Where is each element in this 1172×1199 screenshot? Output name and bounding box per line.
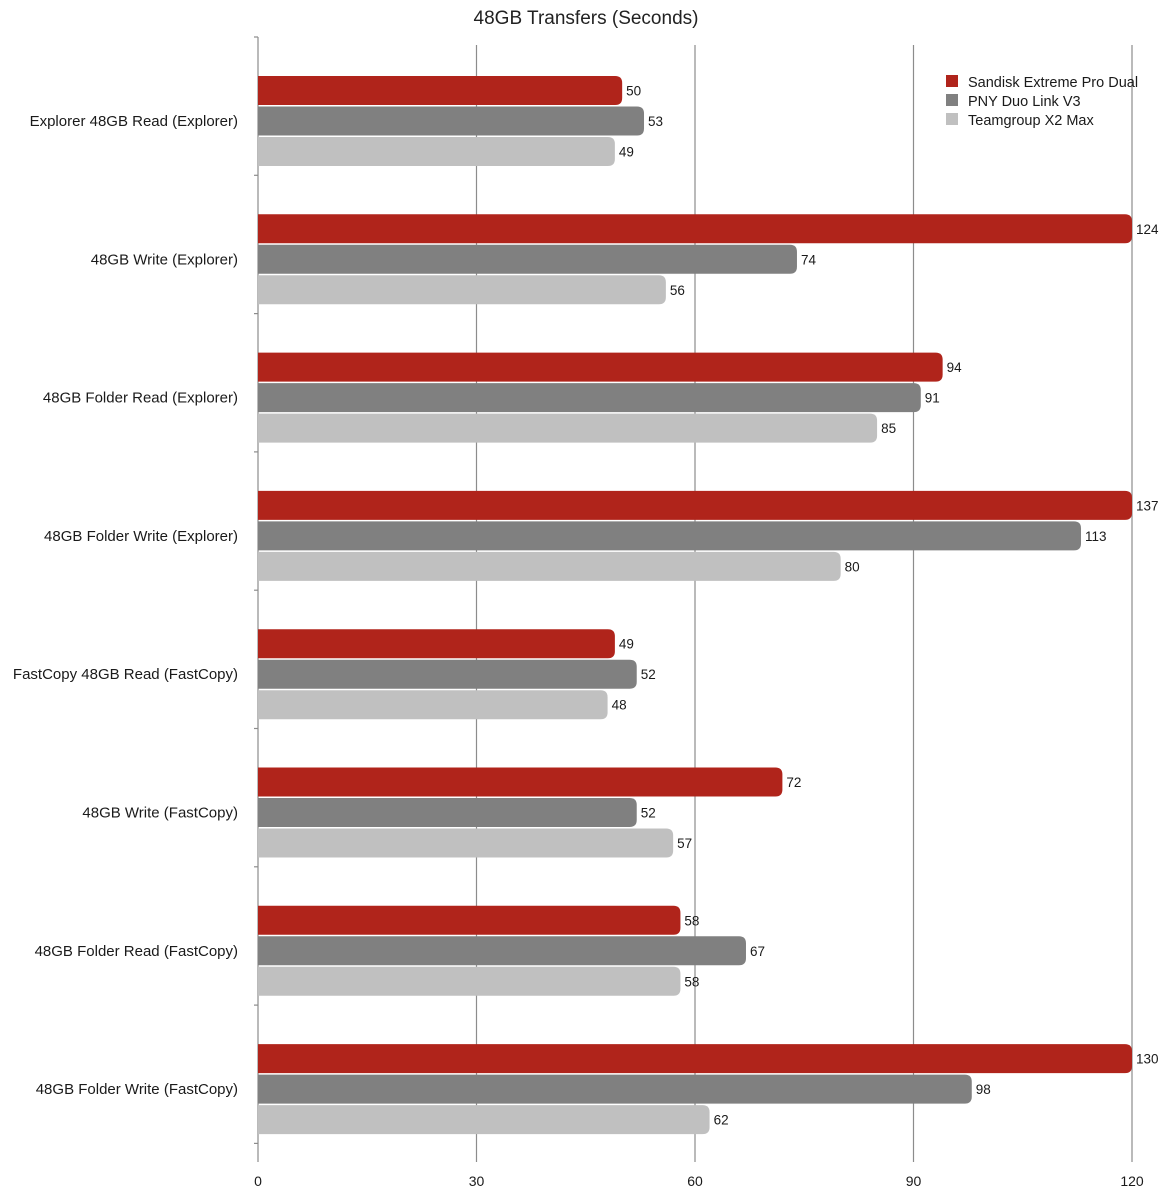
category-label: 48GB Folder Write (FastCopy) — [36, 1081, 238, 1098]
data-label: 53 — [648, 114, 663, 129]
legend-swatch — [946, 75, 958, 87]
category-label: 48GB Write (Explorer) — [91, 251, 238, 268]
bar — [258, 76, 623, 105]
data-label: 124 — [1136, 222, 1159, 237]
category-label: 48GB Folder Read (FastCopy) — [35, 943, 238, 960]
x-tick-label: 0 — [254, 1173, 262, 1189]
bar — [258, 690, 608, 720]
bar — [258, 106, 645, 136]
chart-title: 48GB Transfers (Seconds) — [473, 8, 699, 29]
data-label: 98 — [976, 1082, 991, 1097]
x-tick-label: 120 — [1120, 1173, 1144, 1189]
data-label: 130 — [1136, 1052, 1159, 1067]
data-label: 49 — [619, 637, 634, 652]
data-label: 58 — [684, 974, 699, 989]
bar — [258, 413, 878, 443]
data-label: 49 — [619, 145, 634, 160]
data-label: 57 — [677, 836, 692, 851]
legend-swatch — [946, 94, 958, 106]
legend-entry: Teamgroup X2 Max — [968, 113, 1094, 129]
x-tick-label: 60 — [687, 1173, 703, 1189]
bar — [258, 275, 666, 305]
data-label: 58 — [684, 913, 699, 928]
bar — [258, 352, 943, 382]
bar — [258, 521, 1082, 551]
bar — [258, 490, 1132, 520]
bar — [258, 629, 615, 659]
legend-entry: PNY Duo Link V3 — [968, 94, 1081, 110]
data-label: 94 — [947, 360, 963, 375]
data-label: 50 — [626, 84, 641, 99]
bar — [258, 383, 921, 413]
bar — [258, 214, 1132, 244]
data-label: 72 — [786, 775, 801, 790]
bar — [258, 798, 637, 827]
bar — [258, 966, 681, 996]
data-label: 113 — [1085, 529, 1107, 544]
bar — [258, 905, 681, 935]
legend-entry: Sandisk Extreme Pro Dual — [968, 75, 1138, 91]
legend-swatch — [946, 113, 958, 125]
data-label: 74 — [801, 252, 817, 267]
data-label: 67 — [750, 944, 765, 959]
bar — [258, 551, 841, 581]
data-label: 48 — [612, 698, 627, 713]
bar — [258, 1105, 710, 1135]
category-label: 48GB Folder Write (Explorer) — [44, 528, 238, 545]
data-label: 137 — [1136, 498, 1159, 513]
bar — [258, 936, 746, 966]
bar — [258, 659, 637, 689]
data-label: 85 — [881, 421, 896, 436]
data-label: 56 — [670, 283, 685, 298]
category-label: 48GB Write (FastCopy) — [82, 805, 238, 822]
category-label: Explorer 48GB Read (Explorer) — [30, 113, 238, 130]
bar — [258, 1074, 972, 1104]
x-tick-label: 90 — [906, 1173, 922, 1189]
data-label: 52 — [641, 806, 656, 821]
category-label: FastCopy 48GB Read (FastCopy) — [13, 666, 238, 683]
bar — [258, 828, 674, 858]
bar — [258, 767, 783, 797]
bar — [258, 244, 797, 274]
category-label: 48GB Folder Read (Explorer) — [43, 390, 238, 407]
data-label: 52 — [641, 667, 656, 682]
data-label: 80 — [845, 559, 860, 574]
bar — [258, 1044, 1132, 1074]
data-label: 62 — [714, 1113, 729, 1128]
data-label: 91 — [925, 391, 940, 406]
bar — [258, 137, 615, 166]
x-tick-label: 30 — [469, 1173, 485, 1189]
